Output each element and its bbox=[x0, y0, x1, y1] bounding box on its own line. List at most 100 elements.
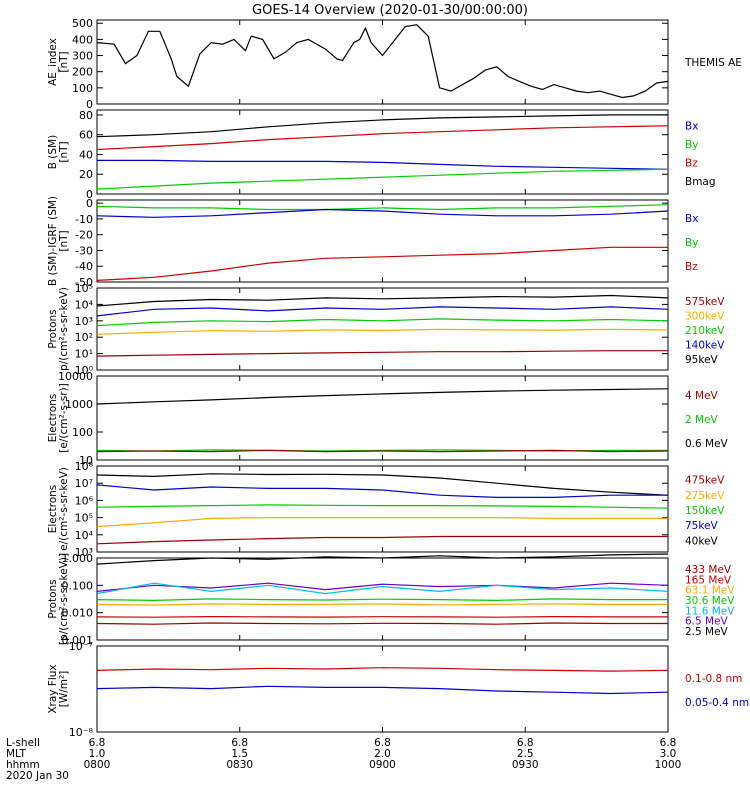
legend-label: 575keV bbox=[685, 296, 725, 308]
legend-label: 300keV bbox=[685, 311, 725, 323]
x-tick-label-lshell: 6.8 bbox=[660, 737, 677, 749]
y-tick-label: 10⁷ bbox=[75, 477, 93, 490]
series-by bbox=[96, 204, 669, 211]
x-tick-label-lshell: 6.8 bbox=[89, 737, 106, 749]
x-axis-row-label: L-shell bbox=[6, 737, 40, 749]
y-tick-label: 10⁻⁷ bbox=[69, 640, 93, 653]
series-165-mev bbox=[96, 615, 668, 618]
y-axis-label: [e/(cm²-s-sr)] bbox=[58, 383, 70, 452]
legend-label: Bx bbox=[685, 120, 698, 132]
legend-label: 2 MeV bbox=[685, 414, 719, 426]
x-tick-label-lshell: 6.8 bbox=[231, 737, 248, 749]
series-40kev bbox=[96, 473, 669, 496]
legend-label: 433 MeV bbox=[685, 564, 732, 576]
series-433-mev bbox=[96, 622, 668, 625]
legend-label: 95keV bbox=[685, 354, 719, 366]
series-bmag bbox=[96, 114, 668, 138]
y-tick-label: 10⁴ bbox=[75, 298, 94, 311]
y-tick-label: -20 bbox=[75, 229, 93, 242]
y-tick-label: -30 bbox=[75, 244, 93, 257]
series-11-6-mev bbox=[96, 582, 669, 595]
y-axis-label: Protons bbox=[47, 579, 59, 618]
legend-label: 2.5 MeV bbox=[685, 626, 729, 638]
series-300kev bbox=[96, 328, 669, 335]
y-tick-label: 80 bbox=[79, 109, 93, 122]
legend-label: 210keV bbox=[685, 325, 725, 337]
series-2-5-mev bbox=[96, 553, 669, 565]
panel-bsm: 0 20 40 60 80 B (SM) [nT] Bx By Bz Bmag bbox=[47, 109, 716, 201]
series-95kev bbox=[96, 294, 669, 307]
y-tick-label: 10⁵ bbox=[75, 512, 93, 525]
y-tick-label: 300 bbox=[72, 50, 93, 63]
y-tick-label: 10³ bbox=[75, 546, 93, 559]
y-axis-label: Electrons bbox=[47, 485, 59, 534]
series-475kev bbox=[96, 535, 668, 545]
x-axis-row-label: 2020 Jan 30 bbox=[6, 770, 69, 782]
panel-bigrf: -50 -40 -30 -20 -10 0 B (SM)-IGRF (SM) [nT] Bx By… bbox=[47, 196, 698, 289]
y-axis-label: Protons bbox=[47, 309, 59, 348]
y-axis-label: [nT] bbox=[58, 141, 70, 162]
y-tick-label: 10⁸ bbox=[75, 460, 94, 473]
y-tick-label: 0 bbox=[86, 188, 93, 201]
panel-xray: 10⁻⁸ 10⁻⁷ Xray Flux [W/m²] 0.1-0.8 nm 0.05-0.… bbox=[47, 640, 749, 739]
series-0-6-mev bbox=[96, 388, 669, 405]
y-axis-label: e/(cm²-s-sr-keV) bbox=[58, 467, 70, 551]
x-tick-label-hhmm: 0930 bbox=[512, 759, 539, 771]
panel-prot1: 10⁰ 10¹ 10² 10³ 10⁴ 10⁵ Protons p/(cm²-s-sr-keV… bbox=[47, 282, 725, 377]
y-tick-label: 10⁴ bbox=[75, 529, 94, 542]
legend-label: THEMIS AE bbox=[684, 57, 742, 69]
x-tick-label-hhmm: 0800 bbox=[84, 759, 111, 771]
y-tick-label: 0.010 bbox=[62, 607, 94, 620]
y-tick-label: 10 bbox=[79, 454, 93, 467]
legend-label: Bz bbox=[685, 157, 698, 169]
series-bz bbox=[96, 246, 668, 281]
series-140kev bbox=[96, 306, 669, 317]
legend-label: By bbox=[685, 237, 698, 249]
series-575kev bbox=[96, 350, 668, 357]
x-axis-row-label: hhmm bbox=[6, 759, 40, 771]
y-tick-label: 10⁶ bbox=[75, 494, 94, 507]
y-tick-label: 100 bbox=[72, 426, 93, 439]
legend-label: 165 MeV bbox=[685, 574, 732, 586]
series-210kev bbox=[96, 318, 669, 327]
legend-label: Bmag bbox=[685, 176, 716, 188]
series-75kev bbox=[96, 484, 668, 498]
panel-elec1: 10 100 1000 10000 Electrons [e/(cm²-s-sr)] 4 M… bbox=[47, 370, 729, 467]
legend-label: Bx bbox=[685, 213, 698, 225]
x-tick-label-mlt: 2.5 bbox=[517, 748, 534, 760]
x-tick-label-lshell: 6.8 bbox=[517, 737, 534, 749]
x-tick-label-mlt: 2.0 bbox=[374, 748, 391, 760]
y-tick-label: 500 bbox=[72, 17, 93, 30]
legend-label: 6.5 MeV bbox=[685, 616, 729, 628]
y-tick-label: 10⁻⁸ bbox=[69, 726, 94, 739]
y-tick-label: 400 bbox=[72, 33, 93, 46]
panel-elec2: 10³ 10⁴ 10⁵ 10⁶ 10⁷ 10⁸ Electrons e/(cm²-s-sr-k… bbox=[47, 460, 725, 559]
panel-ae: 0 100 200 300 400 500 AE_index [nT] THEMIS AE bbox=[47, 17, 742, 111]
y-tick-label: 10³ bbox=[75, 315, 93, 328]
y-tick-label: -50 bbox=[75, 276, 93, 289]
legend-label: By bbox=[685, 139, 698, 151]
series-0-05-0-4-nm bbox=[96, 685, 669, 695]
y-axis-label: Electrons bbox=[47, 394, 59, 443]
series-bz bbox=[96, 125, 669, 151]
legend-label: 11.6 MeV bbox=[685, 605, 735, 617]
x-axis-row-label: MLT bbox=[6, 748, 26, 760]
figure-title: GOES-14 Overview (2020-01-30/00:00:00) bbox=[252, 3, 528, 18]
legend-label: 150keV bbox=[685, 505, 725, 517]
y-tick-label: 10¹ bbox=[75, 348, 93, 361]
series-bx bbox=[96, 208, 669, 218]
y-tick-label: 0.001 bbox=[62, 634, 94, 647]
y-axis-label: B (SM)-IGRF (SM) bbox=[47, 196, 59, 286]
x-tick-label-hhmm: 0830 bbox=[226, 759, 253, 771]
series-0-1-0-8-nm bbox=[96, 667, 669, 672]
panel-frame bbox=[96, 465, 669, 553]
y-tick-label: 20 bbox=[79, 168, 93, 181]
panel-frame bbox=[96, 109, 669, 195]
legend-label: 63.1 MeV bbox=[685, 585, 735, 597]
x-tick-label-hhmm: 0900 bbox=[369, 759, 396, 771]
legend-label: 475keV bbox=[685, 475, 725, 487]
y-axis-label: B (SM) bbox=[47, 135, 59, 169]
y-tick-label: 10⁵ bbox=[75, 282, 93, 295]
panel-prot2: 0.001 0.010 0.100 1.000 Protons [p/(cm²-s-sr-… bbox=[47, 552, 735, 647]
